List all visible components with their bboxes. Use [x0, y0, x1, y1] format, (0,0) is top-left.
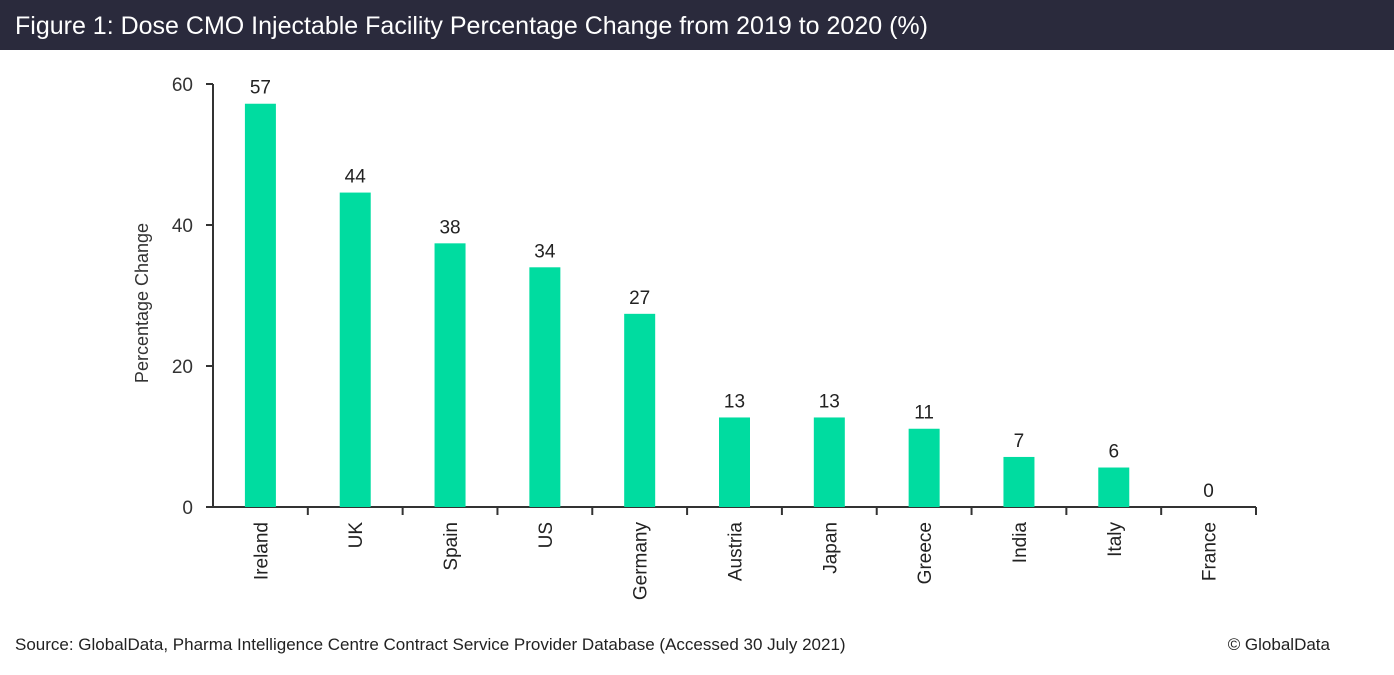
- y-tick-label: 0: [182, 498, 193, 519]
- bar: [813, 417, 845, 507]
- data-label: 0: [1203, 481, 1214, 502]
- source-note: Source: GlobalData, Pharma Intelligence …: [15, 635, 846, 654]
- data-label: 13: [724, 391, 745, 412]
- bar: [339, 192, 371, 507]
- chart-title-bar: Figure 1: Dose CMO Injectable Facility P…: [0, 0, 1394, 50]
- bar: [1003, 456, 1035, 507]
- category-label: Germany: [631, 522, 652, 601]
- category-label: Spain: [441, 522, 462, 571]
- category-label: Italy: [1105, 522, 1126, 557]
- category-labels: Ireland UK Spain US Germany Austria Japan Greec…: [251, 522, 1220, 601]
- y-tick-label: 20: [172, 357, 193, 378]
- bar: [719, 417, 750, 507]
- data-label: 44: [345, 167, 367, 188]
- category-label: India: [1010, 522, 1031, 564]
- y-axis-label: Percentage Change: [132, 223, 152, 383]
- x-axis: [213, 506, 1257, 515]
- bar: [1098, 467, 1130, 507]
- data-label: 11: [914, 403, 934, 424]
- category-label: Austria: [726, 522, 747, 582]
- bar: [434, 243, 466, 507]
- bar: [529, 267, 561, 507]
- data-label: 6: [1108, 442, 1119, 463]
- category-label: Greece: [915, 522, 936, 584]
- y-tick-label: 40: [172, 216, 193, 237]
- category-label: UK: [346, 522, 367, 549]
- data-label: 38: [439, 217, 460, 238]
- bar: [244, 103, 276, 508]
- data-label: 57: [250, 78, 271, 99]
- bar: [624, 313, 656, 507]
- category-label: Ireland: [251, 522, 272, 580]
- bar: [908, 428, 940, 507]
- y-tick-label: 60: [172, 75, 193, 96]
- data-label: 13: [819, 391, 840, 412]
- data-label: 34: [534, 241, 556, 262]
- chart-title: Figure 1: Dose CMO Injectable Facility P…: [15, 12, 928, 40]
- category-label: US: [536, 522, 557, 548]
- y-axis: 0 20 40 60: [172, 75, 214, 519]
- data-labels: 57 44 38 34 27 13 13 11 7 6 0: [250, 78, 1214, 502]
- bars: [244, 103, 1130, 508]
- data-label: 7: [1014, 431, 1025, 452]
- copyright: © GlobalData: [1227, 635, 1330, 654]
- category-label: Japan: [820, 522, 841, 574]
- category-label: France: [1200, 522, 1221, 581]
- data-label: 27: [629, 288, 650, 309]
